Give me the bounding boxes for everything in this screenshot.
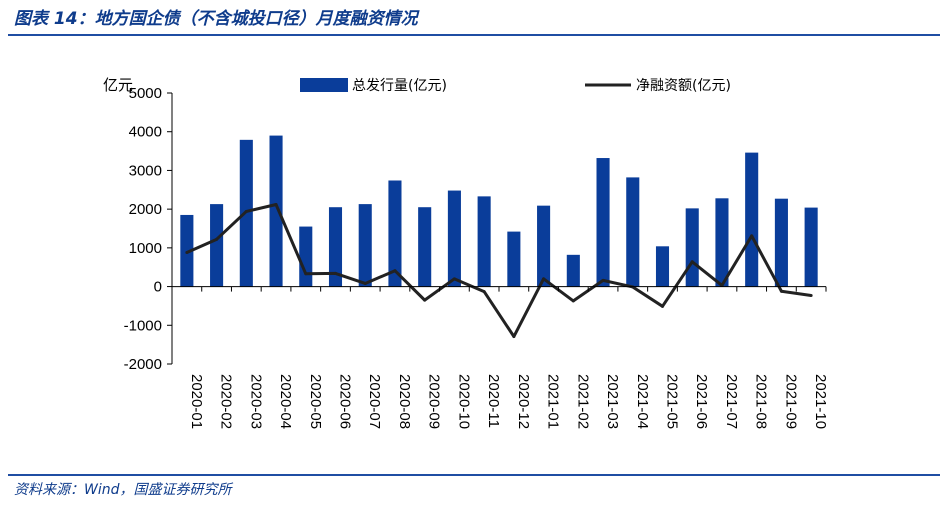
legend-line-label: 净融资额(亿元)	[636, 78, 731, 94]
point-net-financing	[393, 269, 397, 273]
x-tick-label: 2020-04	[277, 374, 294, 429]
y-tick-label: 5000	[129, 85, 162, 102]
point-net-financing	[334, 271, 337, 275]
x-tick-label: 2020-02	[218, 374, 235, 429]
title-divider	[8, 34, 940, 36]
point-net-financing	[690, 260, 694, 264]
y-tick-label: -1000	[124, 317, 162, 334]
y-tick-label: -2000	[124, 356, 162, 373]
x-tick-label: 2021-06	[693, 374, 710, 429]
x-tick-label: 2021-05	[664, 374, 681, 429]
bar-total-issuance	[388, 180, 402, 287]
bar-total-issuance	[180, 214, 194, 287]
x-tick-label: 2021-07	[723, 374, 740, 429]
y-tick-label: 0	[154, 279, 162, 296]
x-tick-label: 2021-04	[634, 374, 651, 429]
x-tick-label: 2021-09	[782, 374, 799, 429]
chart-title: 图表 14：地方国企债（不含城投口径）月度融资情况	[14, 9, 418, 29]
point-net-financing	[779, 289, 783, 293]
y-tick-label: 1000	[129, 240, 162, 257]
x-tick-label: 2021-03	[604, 374, 621, 429]
bar-total-issuance	[507, 231, 521, 287]
legend-bar-swatch	[300, 78, 348, 92]
x-tick-label: 2020-10	[455, 374, 472, 429]
line-net-financing	[186, 202, 812, 339]
bar-total-issuance	[477, 196, 491, 287]
x-tick-label: 2020-08	[396, 374, 413, 429]
x-tick-label: 2020-06	[337, 374, 354, 429]
point-net-financing	[215, 237, 219, 241]
bar-total-issuance	[774, 198, 788, 287]
x-tick-label: 2021-01	[545, 374, 562, 429]
point-net-financing	[304, 272, 308, 276]
x-tick-label: 2020-09	[426, 374, 443, 429]
point-net-financing	[809, 293, 813, 297]
point-net-financing	[661, 304, 664, 308]
x-tick-label: 2020-11	[485, 374, 502, 428]
point-net-financing	[423, 298, 427, 302]
bar-total-issuance	[537, 205, 551, 287]
x-tick-label: 2021-10	[812, 374, 829, 429]
x-tick-label: 2020-12	[515, 374, 532, 429]
bar-total-issuance	[566, 254, 580, 287]
point-net-financing	[482, 290, 486, 294]
bar-total-issuance	[358, 204, 372, 287]
point-net-financing	[571, 299, 575, 303]
y-tick-label: 3000	[129, 162, 162, 179]
bar-total-issuance	[418, 207, 432, 287]
bar-total-issuance	[210, 204, 224, 287]
legend-bar-label: 总发行量(亿元)	[352, 78, 447, 94]
y-tick-label: 4000	[129, 124, 162, 141]
bar-total-issuance	[804, 207, 818, 287]
point-net-financing	[601, 278, 605, 282]
x-tick-label: 2020-01	[188, 374, 205, 429]
point-net-financing	[274, 202, 278, 206]
x-tick-label: 2020-07	[366, 374, 383, 429]
point-net-financing	[750, 234, 754, 238]
x-tick-label: 2020-05	[307, 374, 324, 429]
bar-total-issuance	[269, 135, 283, 287]
bar-total-issuance	[328, 207, 343, 287]
x-tick-label: 2021-08	[753, 374, 770, 429]
bar-total-issuance	[447, 190, 461, 287]
bar-total-issuance	[299, 226, 313, 287]
bar-total-issuance	[745, 152, 759, 287]
point-net-financing	[542, 277, 546, 281]
point-net-financing	[452, 277, 456, 281]
footer-divider	[8, 474, 940, 476]
x-tick-label: 2021-02	[574, 374, 591, 429]
x-tick-label: 2020-03	[247, 374, 264, 429]
bar-total-issuance	[715, 198, 729, 287]
y-tick-label: 2000	[129, 201, 162, 218]
point-net-financing	[363, 281, 367, 285]
bar-total-issuance	[655, 246, 670, 287]
source-note: 资料来源：Wind，国盛证券研究所	[14, 482, 232, 498]
bar-total-issuance	[626, 177, 640, 287]
bar-total-issuance	[685, 208, 699, 287]
y-axis-label: 亿元	[103, 77, 133, 94]
point-net-financing	[244, 209, 248, 213]
point-net-financing	[185, 251, 189, 255]
point-net-financing	[512, 335, 516, 339]
bar-total-issuance	[596, 158, 610, 287]
